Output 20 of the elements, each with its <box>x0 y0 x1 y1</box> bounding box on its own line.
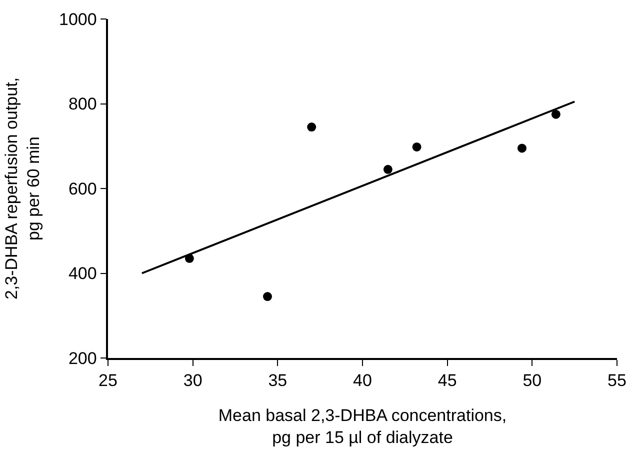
x-tick-label: 45 <box>438 371 457 390</box>
x-tick-label: 25 <box>98 371 118 390</box>
x-tick-label: 40 <box>353 371 372 390</box>
x-tick-label: 55 <box>608 371 626 390</box>
x-tick-label: 35 <box>268 371 288 390</box>
y-tick-label: 1000 <box>59 10 97 29</box>
point <box>517 144 526 153</box>
point <box>551 110 560 119</box>
point <box>262 292 272 302</box>
x-tick-label: 50 <box>522 371 542 390</box>
y-tick-label: 400 <box>68 264 97 284</box>
point <box>307 122 316 132</box>
y-tick-label: 800 <box>68 94 97 114</box>
y-axis-title: 2,3-DHBA reperfusion output, pg per 60 min <box>2 77 44 300</box>
point <box>412 142 422 152</box>
y-tick-label: 200 <box>68 348 97 368</box>
y-tick-label: 600 <box>68 179 97 198</box>
x-axis-title: Mean basal 2,3-DHBA concentrations, pg per 15 µl of dialyzate <box>218 406 507 448</box>
point <box>383 164 392 174</box>
x-tick-label: 30 <box>183 371 202 390</box>
